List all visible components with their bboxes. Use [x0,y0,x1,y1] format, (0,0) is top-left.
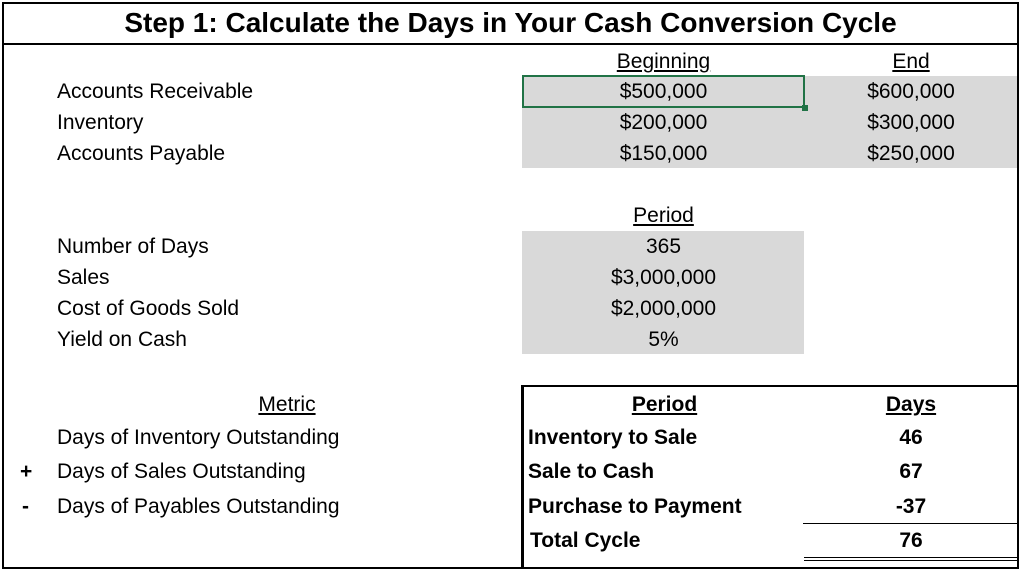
input-fill-balances [522,76,1017,168]
cell-inventory-beginning[interactable]: $200,000 [619,111,708,134]
label-inventory: Inventory [57,111,144,134]
period-purchase-to-payment: Purchase to Payment [528,495,742,518]
cell-ap-beginning[interactable]: $150,000 [619,142,708,165]
label-sales: Sales [57,266,110,289]
cell-ar-end[interactable]: $600,000 [867,80,955,103]
cell-ap-end[interactable]: $250,000 [867,142,955,165]
label-accounts-payable: Accounts Payable [57,142,226,165]
cell-ar-beginning[interactable]: $500,000 [619,80,708,103]
label-number-of-days: Number of Days [57,235,209,258]
header-beginning: Beginning [616,50,711,73]
header-days: Days [885,393,937,416]
selected-cell-outline[interactable] [522,75,808,111]
header-end: End [892,50,930,73]
period-sale-to-cash: Sale to Cash [528,460,655,483]
period-inventory-to-sale: Inventory to Sale [528,426,698,449]
days-total: 76 [899,529,923,552]
cell-sales[interactable]: $3,000,000 [610,266,717,289]
cell-cogs[interactable]: $2,000,000 [610,297,717,320]
sheet-frame [2,2,1019,569]
metric-dso: Days of Sales Outstanding [57,460,306,483]
days-dso: 67 [899,460,923,483]
total-double-underline [804,557,1017,561]
sum-line [803,523,1017,524]
label-yield-on-cash: Yield on Cash [57,328,187,351]
sheet-title: Step 1: Calculate the Days in Your Cash … [2,2,1019,45]
header-result-period: Period [631,393,698,416]
cell-inventory-end[interactable]: $300,000 [867,111,955,134]
cell-yield-on-cash[interactable]: 5% [648,328,679,351]
metric-dio: Days of Inventory Outstanding [57,426,340,449]
minus-sign: - [22,495,29,518]
results-box [521,385,1019,569]
header-metric: Metric [258,393,316,416]
label-cogs: Cost of Goods Sold [57,297,240,320]
input-fill-period [522,231,804,354]
plus-sign: + [20,460,33,483]
header-period: Period [633,204,694,227]
days-dpo: -37 [895,495,927,518]
days-dio: 46 [899,426,923,449]
metric-dpo: Days of Payables Outstanding [57,495,340,518]
cell-number-of-days[interactable]: 365 [645,235,682,258]
period-total-cycle: Total Cycle [530,529,641,552]
label-accounts-receivable: Accounts Receivable [57,80,254,103]
